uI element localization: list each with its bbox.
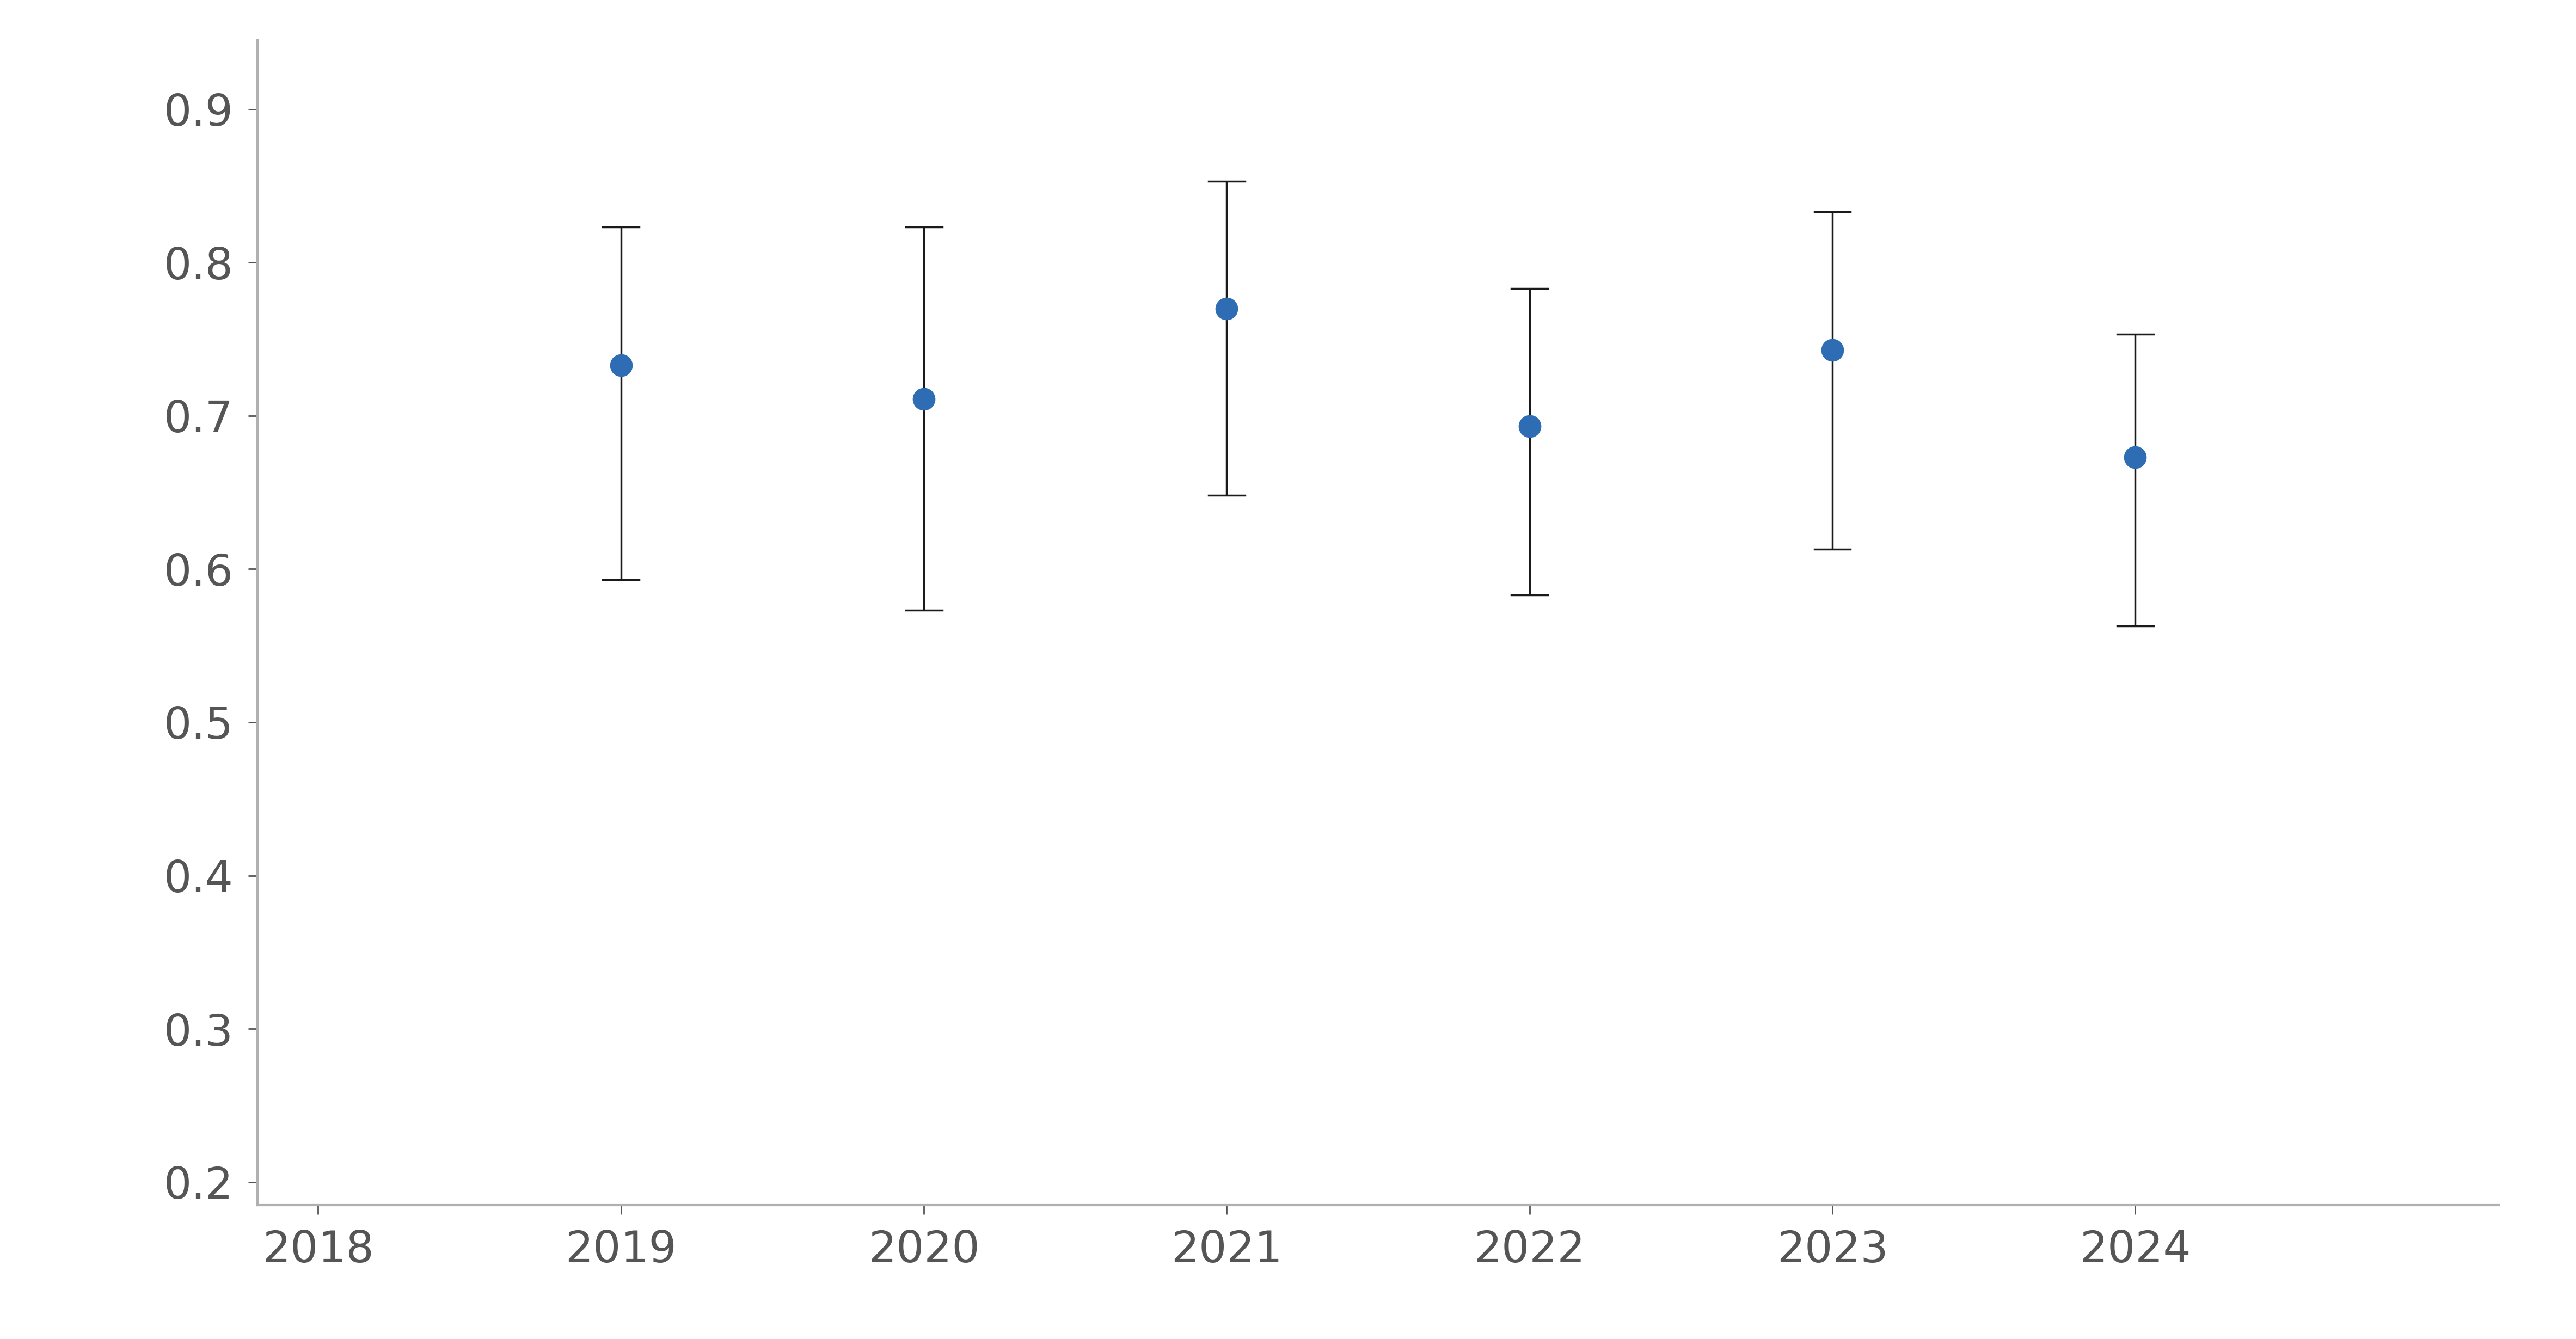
Point bbox=[2115, 446, 2156, 467]
Point bbox=[904, 388, 945, 410]
Point bbox=[1206, 297, 1247, 319]
Point bbox=[1811, 339, 1852, 360]
Point bbox=[1510, 415, 1551, 437]
Point bbox=[600, 355, 641, 376]
